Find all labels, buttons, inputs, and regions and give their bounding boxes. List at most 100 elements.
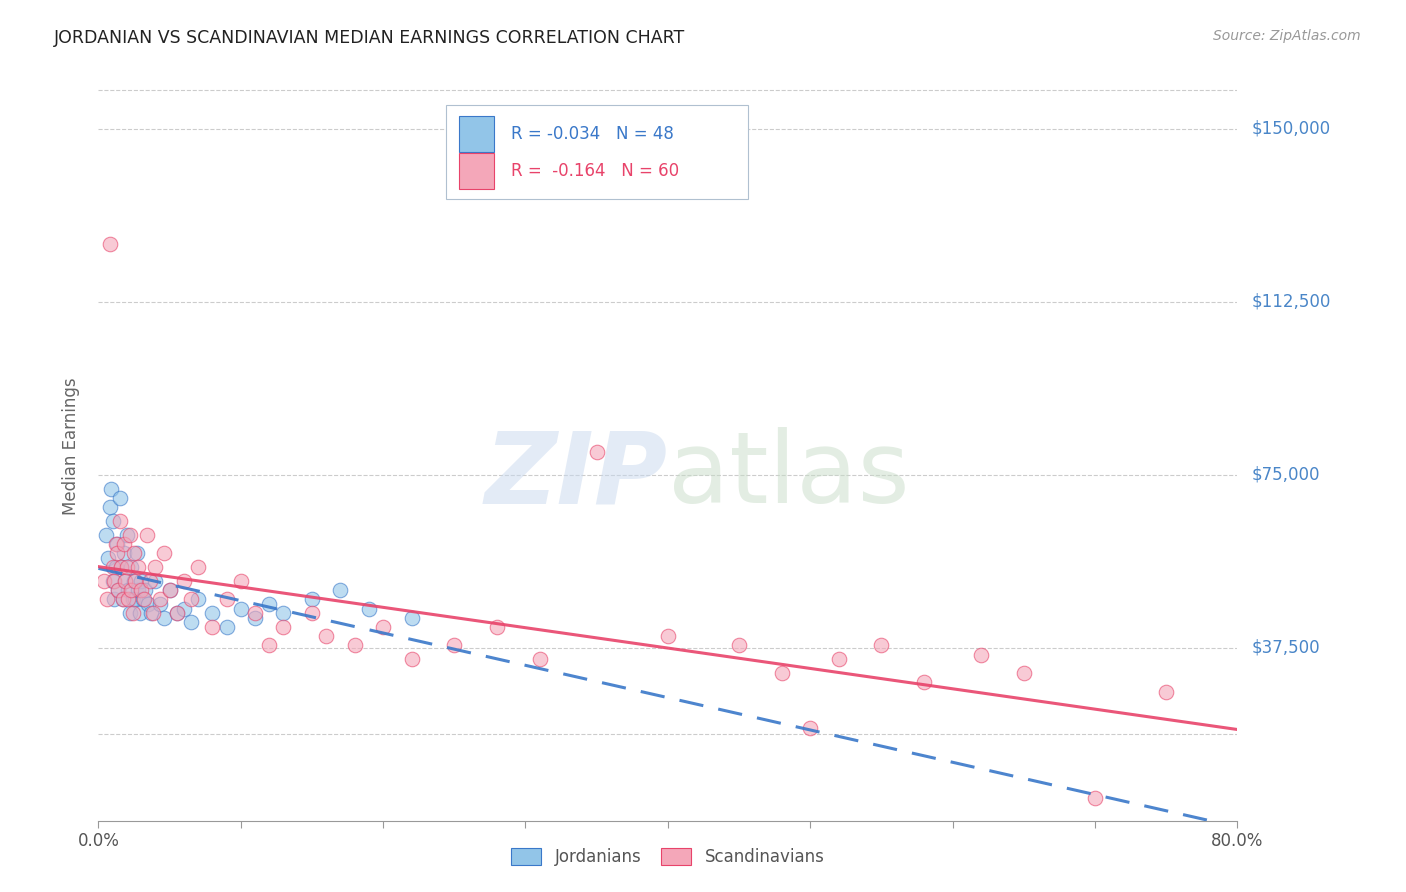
Point: [94, 528, 117, 542]
Text: $150,000: $150,000: [1251, 120, 1330, 138]
Point: [828, 652, 851, 666]
Point: [129, 574, 152, 588]
Point: [118, 606, 141, 620]
Point: [110, 560, 132, 574]
Point: [128, 606, 150, 620]
Text: $75,000: $75,000: [1251, 466, 1320, 483]
Point: [180, 592, 202, 607]
Point: [315, 629, 337, 643]
Point: [401, 652, 423, 666]
Point: [585, 444, 607, 458]
Point: [259, 639, 281, 653]
Point: [215, 620, 238, 634]
Text: ZIP: ZIP: [485, 427, 668, 524]
Point: [112, 546, 135, 560]
Point: [301, 592, 323, 607]
Y-axis label: Median Earnings: Median Earnings: [62, 377, 80, 515]
Point: [970, 648, 993, 662]
Point: [728, 639, 751, 653]
Point: [529, 652, 551, 666]
Point: [97, 550, 120, 565]
Point: [114, 574, 136, 588]
Point: [166, 606, 188, 620]
Point: [149, 597, 172, 611]
FancyBboxPatch shape: [446, 105, 748, 199]
Point: [129, 583, 152, 598]
Point: [159, 583, 181, 598]
Point: [201, 606, 224, 620]
Point: [770, 666, 793, 681]
Point: [131, 592, 153, 607]
Text: $112,500: $112,500: [1251, 293, 1330, 311]
Point: [135, 528, 157, 542]
Point: [120, 560, 142, 574]
Point: [357, 601, 380, 615]
Point: [136, 597, 159, 611]
Point: [159, 583, 181, 598]
Point: [101, 560, 124, 574]
Point: [166, 606, 188, 620]
Point: [103, 592, 125, 607]
Point: [173, 574, 195, 588]
Point: [259, 597, 281, 611]
Point: [127, 583, 149, 598]
Point: [187, 560, 209, 574]
Point: [229, 574, 252, 588]
Point: [118, 528, 141, 542]
Point: [101, 514, 124, 528]
Text: Source: ZipAtlas.com: Source: ZipAtlas.com: [1213, 29, 1361, 43]
Point: [105, 546, 128, 560]
Point: [1084, 790, 1107, 805]
Point: [373, 620, 395, 634]
Point: [120, 583, 142, 598]
Point: [96, 592, 118, 607]
Text: $37,500: $37,500: [1251, 639, 1320, 657]
Text: JORDANIAN VS SCANDINAVIAN MEDIAN EARNINGS CORRELATION CHART: JORDANIAN VS SCANDINAVIAN MEDIAN EARNING…: [53, 29, 685, 46]
Point: [243, 606, 266, 620]
Point: [122, 574, 145, 588]
Point: [124, 574, 146, 588]
Point: [153, 546, 176, 560]
Text: R = -0.034   N = 48: R = -0.034 N = 48: [510, 125, 673, 143]
Point: [229, 601, 252, 615]
Point: [1154, 684, 1177, 698]
Point: [98, 500, 121, 514]
Point: [127, 560, 149, 574]
Point: [124, 592, 146, 607]
Point: [125, 546, 148, 560]
Point: [141, 606, 163, 620]
Point: [486, 620, 509, 634]
Point: [138, 574, 160, 588]
Point: [273, 620, 295, 634]
Point: [139, 606, 162, 620]
Text: R =  -0.164   N = 60: R = -0.164 N = 60: [510, 162, 679, 180]
Point: [132, 592, 155, 607]
Point: [134, 583, 156, 598]
Point: [153, 611, 176, 625]
Point: [145, 574, 167, 588]
Text: atlas: atlas: [668, 427, 910, 524]
Point: [98, 237, 121, 252]
Point: [870, 639, 893, 653]
Point: [201, 620, 224, 634]
Point: [108, 514, 131, 528]
Point: [401, 611, 423, 625]
Point: [657, 629, 679, 643]
Point: [799, 722, 821, 736]
Point: [108, 491, 131, 505]
Point: [117, 592, 139, 607]
FancyBboxPatch shape: [460, 116, 494, 152]
Point: [107, 583, 129, 598]
Point: [111, 592, 134, 607]
Point: [443, 639, 465, 653]
Point: [103, 574, 125, 588]
Point: [107, 583, 129, 598]
Point: [273, 606, 295, 620]
Point: [122, 546, 145, 560]
Point: [121, 606, 143, 620]
Point: [121, 592, 143, 607]
Point: [112, 537, 135, 551]
Point: [117, 583, 139, 598]
Point: [101, 574, 124, 588]
Point: [215, 592, 238, 607]
